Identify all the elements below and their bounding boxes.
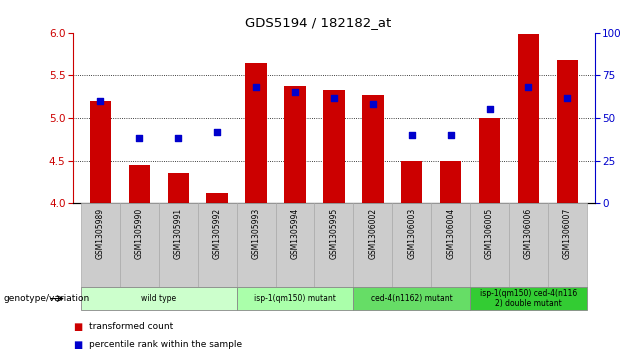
Text: GSM1305989: GSM1305989 (96, 207, 105, 258)
Text: ■: ■ (73, 340, 83, 350)
Bar (128, 165, 150, 203)
Bar (81, 203, 120, 287)
Bar (392, 203, 431, 287)
Bar (431, 203, 470, 287)
Bar (167, 174, 189, 203)
Text: GSM1305992: GSM1305992 (212, 207, 221, 258)
Text: genotype/variation: genotype/variation (3, 294, 90, 303)
Bar (323, 90, 345, 203)
Text: isp-1(qm150) mutant: isp-1(qm150) mutant (254, 294, 336, 303)
Bar (198, 203, 237, 287)
Text: percentile rank within the sample: percentile rank within the sample (89, 340, 242, 349)
Bar (362, 95, 384, 203)
Bar (548, 203, 587, 287)
Text: GSM1306003: GSM1306003 (407, 207, 416, 259)
Point (212, 129, 222, 135)
Bar (354, 287, 470, 310)
Text: isp-1(qm150) ced-4(n116
2) double mutant: isp-1(qm150) ced-4(n116 2) double mutant (480, 289, 577, 308)
Text: GSM1305995: GSM1305995 (329, 207, 338, 259)
Text: GSM1306002: GSM1306002 (368, 207, 377, 258)
Bar (90, 101, 111, 203)
Bar (354, 203, 392, 287)
Point (562, 95, 572, 101)
Bar (470, 287, 587, 310)
Text: GSM1306007: GSM1306007 (563, 207, 572, 259)
Text: GSM1306006: GSM1306006 (524, 207, 533, 259)
Bar (314, 203, 354, 287)
Bar (556, 60, 578, 203)
Bar (401, 160, 422, 203)
Text: ■: ■ (73, 322, 83, 332)
Text: GSM1306005: GSM1306005 (485, 207, 494, 259)
Bar (509, 203, 548, 287)
Bar (237, 287, 354, 310)
Bar (518, 34, 539, 203)
Point (406, 132, 417, 138)
Bar (470, 203, 509, 287)
Point (134, 135, 144, 141)
Text: transformed count: transformed count (89, 322, 173, 331)
Text: GDS5194 / 182182_at: GDS5194 / 182182_at (245, 16, 391, 29)
Bar (159, 203, 198, 287)
Bar (275, 203, 314, 287)
Text: GSM1306004: GSM1306004 (446, 207, 455, 259)
Point (368, 101, 378, 107)
Text: GSM1305994: GSM1305994 (291, 207, 300, 259)
Bar (81, 287, 237, 310)
Text: GSM1305990: GSM1305990 (135, 207, 144, 259)
Point (329, 95, 339, 101)
Bar (284, 86, 306, 203)
Point (173, 135, 183, 141)
Point (523, 84, 534, 90)
Point (251, 84, 261, 90)
Bar (237, 203, 275, 287)
Point (290, 90, 300, 95)
Text: ced-4(n1162) mutant: ced-4(n1162) mutant (371, 294, 453, 303)
Point (485, 107, 495, 113)
Point (95, 98, 106, 104)
Text: GSM1305993: GSM1305993 (252, 207, 261, 259)
Bar (440, 160, 461, 203)
Point (446, 132, 456, 138)
Bar (120, 203, 159, 287)
Bar (479, 118, 501, 203)
Bar (245, 62, 266, 203)
Bar (207, 193, 228, 203)
Text: wild type: wild type (141, 294, 176, 303)
Text: GSM1305991: GSM1305991 (174, 207, 183, 258)
